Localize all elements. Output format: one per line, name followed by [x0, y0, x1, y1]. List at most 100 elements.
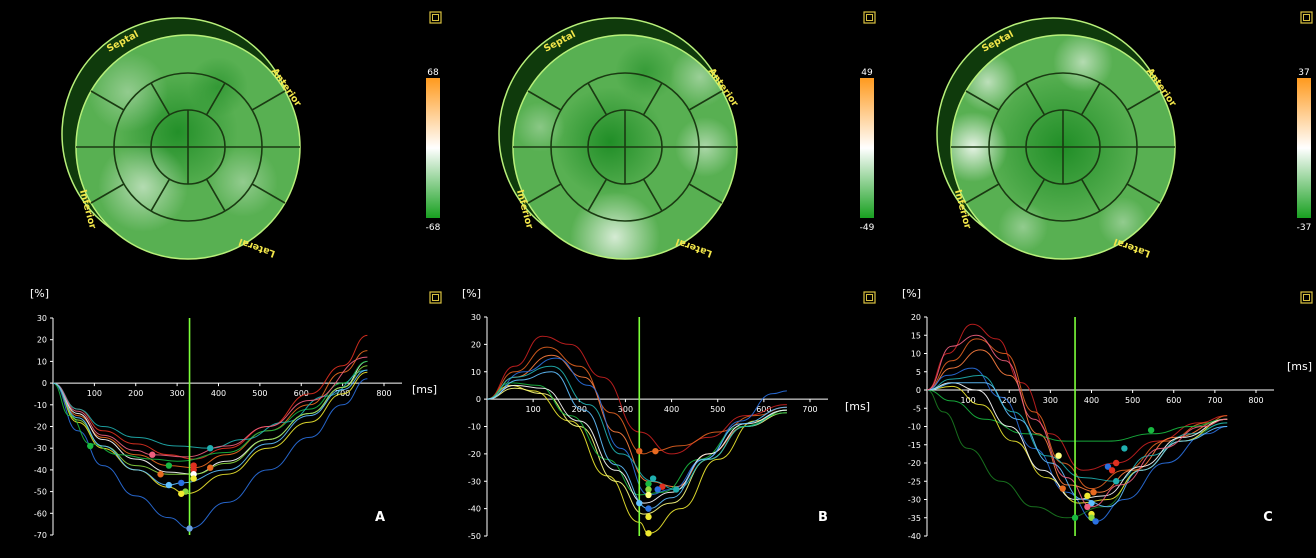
y-tick-label: 20 [911, 313, 921, 322]
peak-marker [649, 475, 657, 482]
x-tick-label: 200 [1002, 396, 1017, 405]
segment-lines [513, 82, 737, 212]
maximize-bullseye-icon[interactable] [1300, 11, 1313, 24]
maximize-bullseye-icon[interactable] [863, 11, 876, 24]
maximize-chart-icon[interactable] [863, 291, 876, 304]
y-tick-label: 0 [476, 395, 481, 404]
series-line [926, 389, 1228, 442]
maximize-chart-icon[interactable] [429, 291, 442, 304]
x-tick-label: 100 [87, 389, 102, 398]
y-axis-unit: [%] [30, 287, 49, 300]
series-line [52, 369, 368, 449]
segment-line [642, 82, 663, 116]
color-scale-min: -37 [1297, 223, 1312, 233]
peak-marker [1104, 463, 1112, 470]
series-line [486, 335, 787, 455]
series-line [486, 384, 787, 504]
y-tick-label: 15 [911, 331, 921, 340]
y-tick-label: 10 [37, 357, 47, 366]
color-scale-max: 68 [427, 68, 439, 78]
segment-line [965, 183, 1000, 204]
color-scale: 37 -37 [1297, 68, 1312, 233]
color-scale-bar [426, 78, 440, 218]
peak-marker [636, 447, 643, 455]
series-line [926, 367, 1228, 522]
y-tick-label: 0 [42, 379, 47, 388]
strain-region [1053, 35, 1113, 92]
peak-marker [1088, 514, 1095, 521]
y-tick-label: -30 [468, 477, 481, 486]
y-tick-label: 10 [911, 350, 921, 359]
y-tick-label: -25 [908, 477, 921, 486]
x-tick-label: 400 [1084, 396, 1099, 405]
segment-line [251, 183, 286, 204]
x-tick-label: 600 [1166, 396, 1181, 405]
strain-region [615, 42, 675, 102]
y-tick-label: -40 [34, 466, 47, 475]
x-tick-label: 800 [1248, 396, 1263, 405]
strain-region [515, 102, 565, 152]
peak-marker [157, 471, 164, 478]
segment-line [90, 183, 125, 204]
x-tick-label: 600 [294, 389, 309, 398]
segment-line [1025, 178, 1046, 212]
x-tick-label: 600 [756, 405, 771, 414]
peak-marker [178, 490, 185, 497]
color-scale: 68 -68 [426, 68, 441, 233]
strain-map [515, 42, 735, 259]
color-scale-min: -68 [426, 223, 441, 233]
series-line [926, 382, 1228, 501]
color-scale-bar [860, 78, 874, 218]
peak-marker [1092, 518, 1099, 525]
segment-line [1080, 178, 1101, 212]
x-tick-label: 400 [211, 389, 226, 398]
peak-marker [645, 480, 652, 488]
y-tick-label: 30 [37, 314, 47, 323]
segment-line [587, 178, 608, 212]
peak-marker [207, 464, 214, 471]
peak-marker [645, 530, 652, 537]
x-tick-label: 200 [128, 389, 143, 398]
peak-marker [149, 451, 156, 458]
peak-marker [1090, 489, 1097, 496]
x-tick-label: 200 [572, 405, 587, 414]
x-axis-unit: [ms] [845, 400, 870, 413]
color-scale-max: 49 [861, 68, 873, 78]
y-tick-label: -20 [468, 450, 481, 459]
y-tick-label: -10 [908, 423, 921, 432]
maximize-bullseye-icon[interactable] [429, 11, 442, 24]
y-tick-label: -10 [34, 401, 47, 410]
segment-line [1126, 183, 1161, 204]
peak-marker [645, 491, 652, 499]
y-tick-label: 30 [471, 313, 481, 322]
series-line [926, 334, 1228, 508]
peak-marker [1059, 485, 1066, 492]
peak-marker [1112, 478, 1120, 485]
peak-marker [645, 505, 652, 512]
strain-map [88, 52, 278, 232]
peak-marker [1071, 514, 1079, 521]
y-tick-label: -50 [468, 532, 481, 541]
segment-line [965, 90, 1000, 111]
maximize-chart-icon[interactable] [1300, 291, 1313, 304]
strain-chart: [%] [ms] 20 15 10 5 0 -5 -10 -15 -20 -25 -30 -35 -40 10… [902, 287, 1312, 541]
x-tick-label: 500 [252, 389, 267, 398]
segment-lines [76, 82, 300, 212]
peak-marker [207, 445, 214, 452]
x-axis-unit: [ms] [412, 383, 437, 396]
segment-line [90, 90, 125, 111]
series-line [486, 365, 787, 491]
x-tick-label: 700 [1207, 396, 1222, 405]
peak-marker [645, 486, 652, 493]
x-tick-label: 300 [618, 405, 633, 414]
peak-marker [1108, 467, 1116, 474]
x-tick-label: 700 [802, 405, 817, 414]
y-tick-label: -35 [908, 514, 921, 523]
y-axis-unit: [%] [902, 287, 921, 300]
